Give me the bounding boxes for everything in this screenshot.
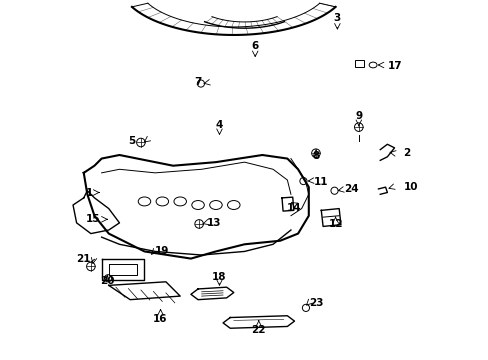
Text: 21: 21 [76,253,91,264]
Text: 10: 10 [403,182,417,192]
Text: 16: 16 [153,314,167,324]
Text: 23: 23 [308,298,323,308]
Text: 12: 12 [327,219,342,229]
Text: 2: 2 [403,148,410,158]
Text: 17: 17 [386,61,401,71]
Text: 8: 8 [312,152,319,161]
Text: 19: 19 [155,247,169,256]
Text: 5: 5 [128,136,135,146]
Text: 20: 20 [100,276,114,287]
Text: 11: 11 [313,177,328,187]
Text: 3: 3 [333,13,340,23]
Text: 7: 7 [194,77,201,87]
Text: 13: 13 [206,218,221,228]
Text: 15: 15 [85,214,100,224]
Text: 14: 14 [286,203,301,213]
Text: 1: 1 [85,188,93,198]
Text: 22: 22 [251,325,265,335]
Bar [354,60,364,67]
Text: 18: 18 [212,272,226,282]
Text: 24: 24 [344,184,358,194]
Text: 4: 4 [215,120,223,130]
Text: 9: 9 [354,111,362,121]
Text: 6: 6 [251,41,258,51]
